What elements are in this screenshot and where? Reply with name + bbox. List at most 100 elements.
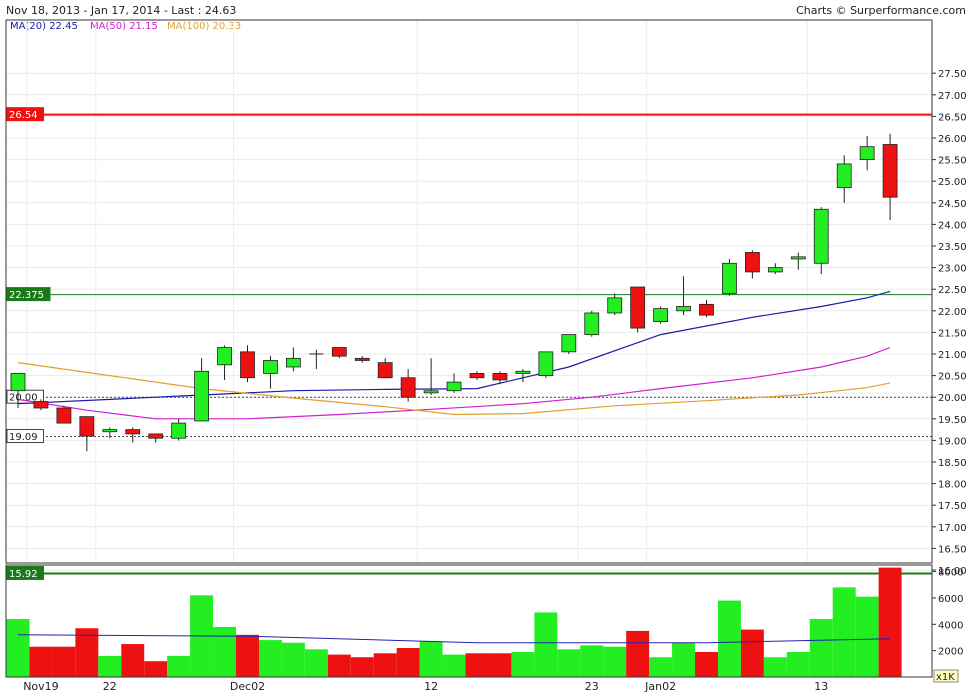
price-tick-label: 22.00 (938, 307, 967, 318)
volume-bar (6, 619, 30, 677)
candle-body (859, 146, 875, 160)
price-tick-label: 27.50 (938, 69, 967, 80)
volume-bar (465, 653, 489, 677)
price-tick-label: 23.50 (938, 242, 967, 253)
reference-label: 15.92 (9, 569, 38, 580)
price-tick-label: 24.50 (938, 199, 967, 210)
volume-bar (786, 651, 810, 677)
price-tick-label: 17.50 (938, 501, 967, 512)
volume-bar (213, 626, 237, 677)
candle-body (722, 262, 737, 294)
reference-label: 19.09 (9, 432, 38, 443)
volume-bars (6, 567, 902, 677)
volume-bar (511, 651, 535, 677)
volume-bar (763, 657, 787, 677)
x-tick-label: 12 (424, 680, 438, 693)
volume-bar (29, 646, 53, 677)
volume-bar (695, 651, 718, 677)
price-tick-label: 16.00 (938, 566, 967, 577)
volume-bar (144, 661, 168, 677)
candle-body (79, 416, 95, 437)
candle-body (630, 286, 646, 329)
candle-body (561, 334, 577, 353)
price-tick-label: 16.50 (938, 544, 967, 555)
moving-average-line (17, 362, 891, 416)
volume-average-line (17, 634, 891, 644)
x-tick-label: 13 (814, 680, 828, 693)
volume-bar (236, 634, 259, 677)
price-tick-label: 23.00 (938, 264, 967, 275)
candle-body (263, 360, 278, 374)
reference-label: 20.00 (9, 393, 38, 404)
volume-bar (52, 646, 76, 677)
candle-body (194, 370, 210, 422)
candle-body (354, 357, 370, 361)
volume-bar (649, 657, 673, 677)
volume-bar (121, 644, 145, 677)
candle-body (836, 163, 852, 189)
volume-tick-label: 4000 (938, 620, 963, 631)
legend-ma50-value: 21.15 (129, 21, 158, 32)
volume-bar (534, 612, 558, 677)
volume-bar (855, 596, 879, 677)
volume-bar (557, 649, 581, 677)
reference-label: 22.375 (9, 290, 44, 301)
volume-bar (488, 653, 512, 677)
volume-unit-box (933, 669, 959, 683)
price-tick-label: 25.00 (938, 177, 967, 188)
candle-body (699, 303, 714, 316)
legend-ma20: MA(20) 22.45 (10, 21, 78, 32)
candle-body (676, 306, 691, 312)
candle-body (538, 351, 554, 376)
volume-tick-label: 6000 (938, 594, 963, 605)
volume-bar (304, 649, 328, 677)
volume-bar (672, 642, 696, 677)
candle-body (653, 308, 668, 323)
price-tick-label: 20.50 (938, 372, 967, 383)
volume-unit-label: x1K (936, 672, 955, 683)
candle-body (607, 297, 623, 314)
price-tick-label: 19.00 (938, 436, 967, 447)
reference-label: 26.54 (9, 110, 38, 121)
candle-body (285, 357, 301, 368)
legend-ma100-label: MA(100) (167, 21, 210, 32)
price-tick-label: 21.00 (938, 350, 967, 361)
volume-tick-label: 2000 (938, 647, 963, 658)
candle-body (400, 377, 416, 398)
volume-bar (258, 640, 282, 677)
candle-body (446, 381, 462, 392)
x-tick-label: Nov19 (23, 680, 58, 693)
price-tick-label: 18.50 (938, 458, 967, 469)
candle-body (240, 351, 255, 379)
candle-body (102, 429, 118, 433)
volume-bar (809, 619, 833, 677)
volume-bar (832, 587, 856, 677)
candle-body (10, 373, 26, 392)
price-tick-label: 17.00 (938, 523, 967, 534)
candle-body (790, 256, 806, 260)
volume-bar (350, 657, 374, 677)
volume-bar (75, 628, 99, 677)
legend-ma20-label: MA(20) (10, 21, 46, 32)
candle-body (331, 347, 347, 357)
candle-body (515, 370, 531, 374)
volume-bar (373, 653, 397, 677)
price-tick-label: 25.50 (938, 156, 967, 167)
candle-body (584, 312, 600, 335)
volume-bar (580, 645, 604, 677)
chart-title: Nov 18, 2013 - Jan 17, 2014 - Last : 24.… (6, 4, 237, 17)
x-tick-label: Jan02 (644, 680, 676, 693)
axis-labels: 16.00 16.50 17.00 17.50 18.00 18.50 19.00 19.50… (23, 69, 966, 693)
price-tick-label: 18.00 (938, 480, 967, 491)
candle-body (377, 362, 393, 379)
x-tick-label: 22 (103, 680, 117, 693)
candle-body (813, 208, 829, 264)
legend-ma100: MA(100) 20.33 (167, 21, 241, 32)
candle-body (56, 407, 72, 424)
legend-ma50: MA(50) 21.15 (90, 21, 158, 32)
candle-body (171, 422, 187, 439)
price-tick-label: 19.50 (938, 415, 967, 426)
volume-bar (442, 654, 466, 677)
legend-ma20-value: 22.45 (49, 21, 78, 32)
